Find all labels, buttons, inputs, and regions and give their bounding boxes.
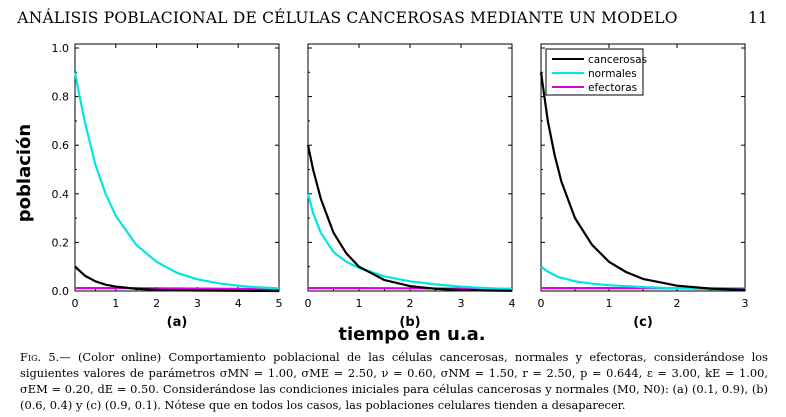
series-line-normales-a [73,72,280,290]
y-tick-label: 1.0 [52,42,70,55]
figure-caption: Fig. 5.— (Color online) Comportamiento p… [20,349,768,413]
series-line-cancerosas-c [539,72,746,291]
y-axis-label: población [14,124,35,222]
legend-label-cancerosas: cancerosas [588,54,647,66]
caption-fig-label: Fig. 5.— [20,350,71,364]
x-tick-label-a: 3 [194,297,201,310]
x-tick-label-b: 3 [458,297,465,310]
legend-label-efectoras: efectoras [588,82,637,94]
y-tick-label: 0.2 [52,236,70,249]
plot-frame-a [74,43,280,292]
legend: cancerosas normales efectoras [545,48,647,96]
x-tick-label-b: 2 [407,297,414,310]
x-axis-label: tiempo en u.a. [338,324,485,345]
y-tick-label: 0.4 [52,188,70,201]
legend-label-normales: normales [588,68,637,80]
x-tick-label-b: 4 [509,297,516,310]
x-tick-label-b: 0 [305,297,312,310]
y-tick-label: 0.0 [52,285,70,298]
x-tick-label-a: 4 [235,297,242,310]
x-tick-label-c: 2 [674,297,681,310]
x-tick-label-a: 1 [112,297,119,310]
y-tick-label: 0.8 [52,91,70,104]
panel-label-a: (a) [167,315,188,330]
panel-a: 0 1 2 3 4 5 0.0 0.2 0.4 0.6 0.8 1.0 (a) [52,42,283,330]
panel-b: 0 1 2 3 4 (b) [305,43,516,330]
panel-label-b: (b) [399,315,420,330]
x-tick-label-c: 3 [742,297,749,310]
series-line-efectoras-a [75,287,280,291]
x-tick-label-c: 1 [606,297,613,310]
y-tick-label: 0.6 [52,139,70,152]
page-number: 11 [748,9,768,27]
panel-c: 0 1 2 3 (c) [538,43,749,330]
series-line-normales-b [306,193,513,291]
x-tick-label-a: 2 [153,297,160,310]
x-tick-label-a: 5 [276,297,283,310]
series-line-normales-c [540,265,746,291]
x-tick-label-a: 0 [72,297,79,310]
series-line-cancerosas-b [306,144,513,292]
figure-5: población tiempo en u.a. 0 1 2 3 4 5 0.0 0.2 0.4… [14,42,749,345]
running-header-title: ANÁLISIS POBLACIONAL DE CÉLULAS CANCEROS… [17,9,678,27]
panel-label-c: (c) [633,315,653,330]
caption-text: (Color online) Comportamiento poblaciona… [20,350,768,412]
x-tick-label-c: 0 [538,297,545,310]
series-line-cancerosas-a [74,265,280,293]
plot-frame-b [307,43,513,292]
x-tick-label-b: 1 [356,297,363,310]
